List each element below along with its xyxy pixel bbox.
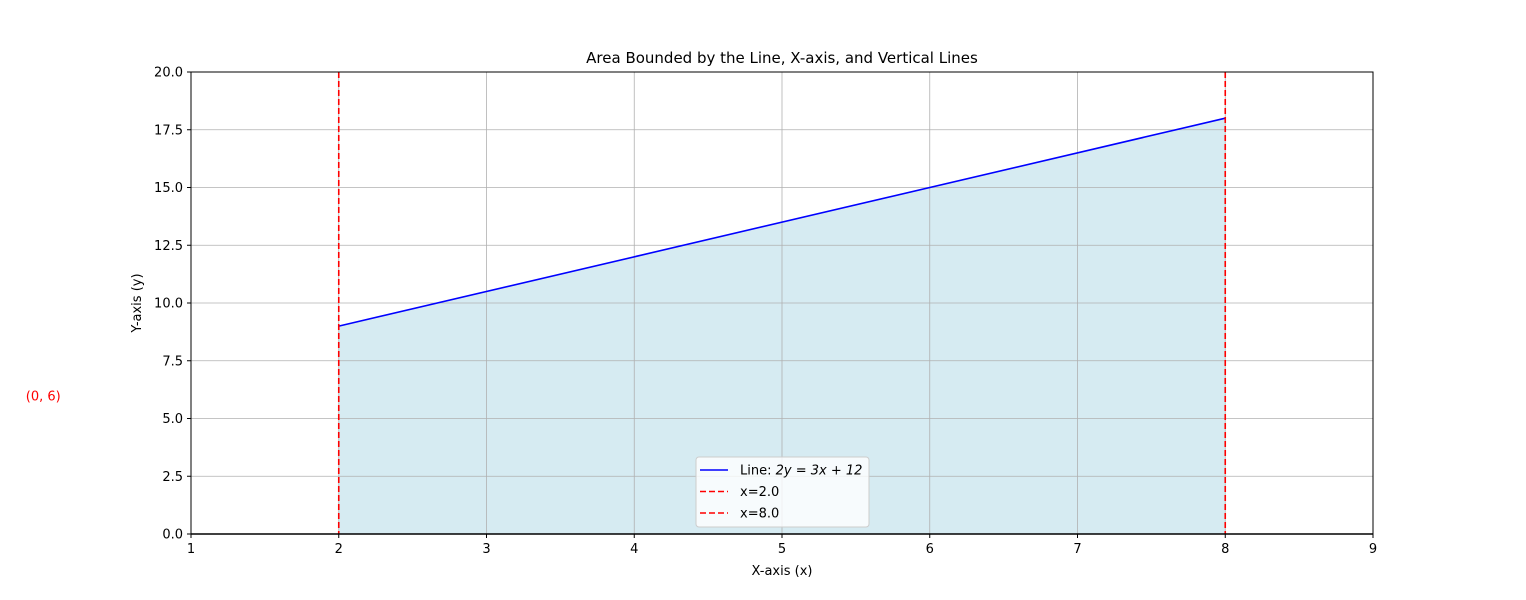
- legend-label: x=2.0: [740, 485, 779, 500]
- y-tick-label: 17.5: [154, 123, 183, 138]
- y-tick-label: 20.0: [154, 66, 183, 81]
- x-tick-label: 2: [335, 542, 343, 557]
- y-tick-label: 15.0: [154, 181, 183, 196]
- x-tick-label: 8: [1221, 542, 1229, 557]
- x-tick-label: 6: [926, 542, 934, 557]
- legend: Line: 2y = 3x + 12 x=2.0 x=8.0: [695, 456, 870, 528]
- x-tick-label: 3: [482, 542, 490, 557]
- legend-label: Line: 2y = 3x + 12: [740, 464, 862, 479]
- x-tick-label: 4: [630, 542, 638, 557]
- y-tick-label: 7.5: [162, 354, 183, 369]
- x-axis-label: X-axis (x): [752, 564, 813, 579]
- x-tick-label: 5: [778, 542, 786, 557]
- legend-box: [695, 456, 870, 528]
- x-tick-label: 9: [1369, 542, 1377, 557]
- y-tick-label: 5.0: [162, 412, 183, 427]
- annotation-point-label: (0, 6): [26, 389, 61, 404]
- y-tick-label: 0.0: [162, 528, 183, 543]
- ticks-layer: 1 2 3 4 5 6 7 8 9 0.0 2.5 5.0 7.5 10.0 12.5 15.0 17.5 20.…: [154, 66, 1377, 558]
- legend-label: x=8.0: [740, 507, 779, 522]
- y-tick-label: 2.5: [162, 470, 183, 485]
- x-tick-label: 1: [187, 542, 195, 557]
- y-axis-label: Y-axis (y): [130, 273, 145, 333]
- x-tick-label: 7: [1073, 542, 1081, 557]
- chart-title: Area Bounded by the Line, X-axis, and Ve…: [586, 49, 978, 67]
- y-tick-label: 10.0: [154, 297, 183, 312]
- series-line: [338, 117, 1226, 327]
- annotation-layer: (0, 6): [26, 389, 61, 404]
- y-tick-label: 12.5: [154, 239, 183, 254]
